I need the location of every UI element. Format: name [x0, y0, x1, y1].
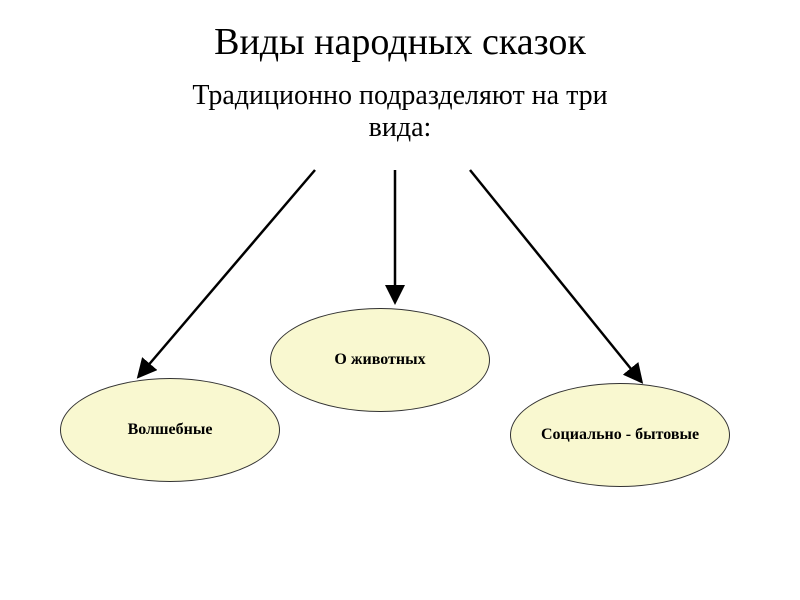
ellipse-center: О животных [270, 308, 490, 412]
ellipse-left: Волшебные [60, 378, 280, 482]
ellipse-right: Социально - бытовые [510, 383, 730, 487]
subtitle-line2: вида: [369, 112, 432, 143]
subtitle-line1: Традиционно подразделяют на три [192, 80, 607, 111]
ellipse-label-right: Социально - бытовые [541, 425, 699, 444]
ellipse-label-left: Волшебные [128, 420, 213, 439]
diagram-title: Виды народных сказок [0, 20, 800, 64]
arrow-to-right [470, 170, 640, 380]
diagram-subtitle: Традиционно подразделяют на три вида: [0, 80, 800, 144]
ellipse-label-center: О животных [334, 350, 425, 369]
